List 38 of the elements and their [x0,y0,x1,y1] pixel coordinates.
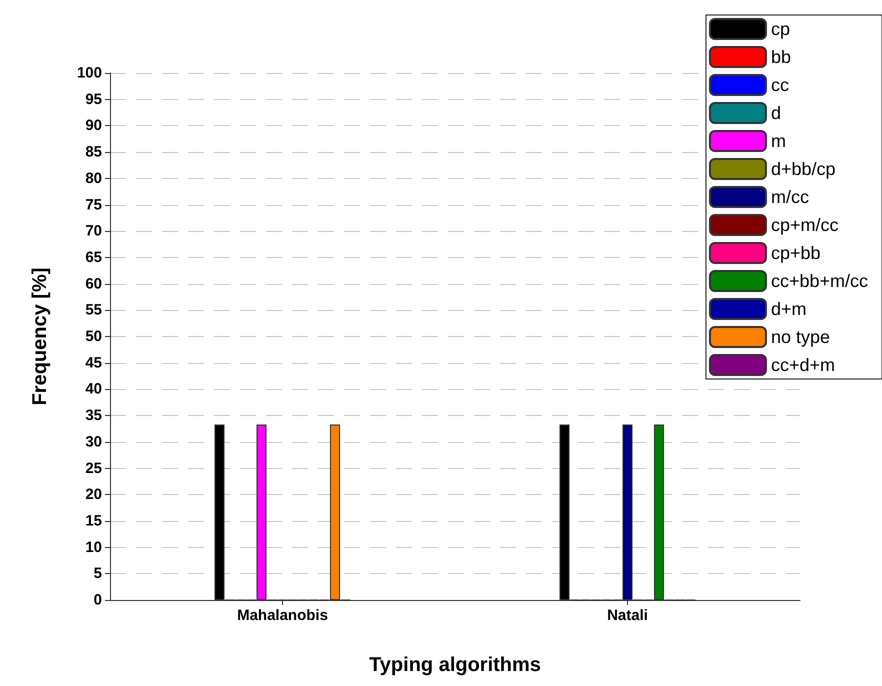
y-axis-title: Frequency [%] [29,268,51,406]
y-tick-label: 100 [76,64,102,82]
y-tick-label: 90 [85,117,102,134]
x-tick-label: Natali [607,607,648,624]
y-tick-label: 30 [85,433,102,450]
y-tick-label: 95 [85,90,102,108]
legend-label: bb [770,47,791,67]
y-tick-label: 55 [85,302,102,319]
legend-label: d+bb/cp [770,159,836,179]
legend-label: cc+d+m [770,355,835,375]
y-tick-label: 60 [85,275,102,292]
y-tick-label: 0 [94,592,102,608]
legend-label: d [770,103,781,123]
y-tick-label: 5 [94,565,102,582]
x-tick-label: Mahalanobis [237,607,328,624]
legend-label: cp+bb [770,243,821,263]
y-tick-label: 15 [85,512,102,530]
y-tick-label: 20 [85,486,102,504]
legend-label: cc+bb+m/cc [770,271,868,291]
y-tick-label: 35 [85,407,102,424]
y-tick-label: 65 [85,248,102,266]
y-tick-label: 75 [85,196,102,214]
y-tick-label: 40 [85,380,102,398]
y-tick-label: 80 [85,170,102,187]
y-tick-label: 45 [85,354,102,372]
y-tick-label: 10 [85,538,102,556]
y-tick-label: 85 [85,144,102,161]
y-tick-label: 70 [85,222,102,240]
legend-label: no type [770,327,830,347]
legend-label: d+m [770,299,806,319]
x-axis-title: Typing algorithms [369,654,541,676]
y-tick-label: 50 [85,328,102,345]
legend-label: cc [770,75,789,95]
legend-label: cp [770,19,790,39]
legend-label: cp+m/cc [770,215,838,235]
y-tick-label: 25 [85,460,102,477]
legend-label: m [770,131,786,151]
legend-label: m/cc [770,187,809,207]
